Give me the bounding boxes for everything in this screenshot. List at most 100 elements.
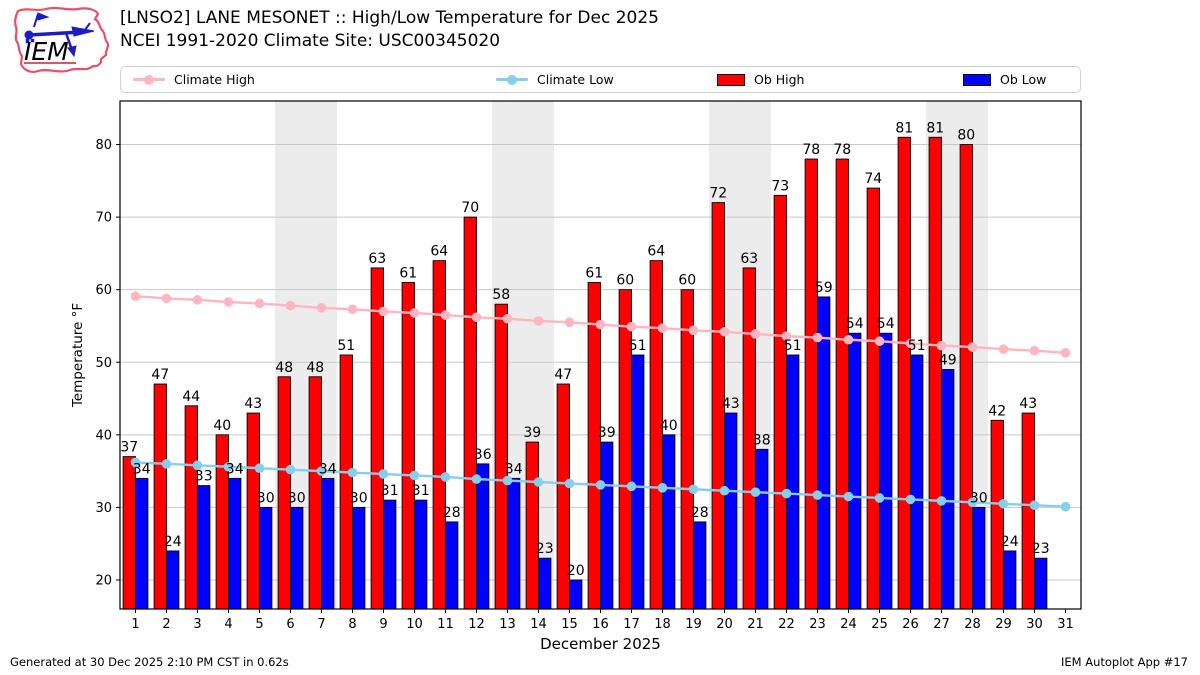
ob-low-bar — [290, 506, 304, 610]
y-tick-label: 20 — [95, 573, 112, 588]
x-tick-label: 23 — [809, 617, 826, 632]
ob-high-bar — [897, 136, 911, 610]
x-tick-label: 16 — [592, 617, 609, 632]
ob-high-bar — [463, 216, 477, 610]
ob-low-bar — [445, 521, 459, 610]
climate-high-marker — [254, 298, 265, 309]
climate-low-line-swatch — [496, 74, 528, 85]
y-tick-label: 50 — [95, 356, 112, 371]
ob-low-bar — [259, 506, 273, 610]
ob-low-value-label: 34 — [319, 461, 337, 477]
chart-subtitle: NCEI 1991-2020 Climate Site: USC00345020 — [120, 31, 501, 51]
ob-low-bar — [1003, 550, 1017, 610]
app-credit: IEM Autoplot App #17 — [1060, 655, 1188, 669]
ob-high-bar — [804, 158, 818, 610]
climate-high-marker — [192, 295, 203, 305]
climate-low-marker — [161, 459, 172, 469]
ob-low-bar — [507, 477, 521, 610]
x-tick-label: 12 — [468, 617, 485, 632]
ob-high-value-label: 73 — [771, 178, 789, 194]
x-tick-label: 7 — [317, 617, 325, 632]
climate-low-marker — [564, 478, 575, 489]
climate-low-marker — [595, 480, 606, 490]
ob-low-bar — [228, 477, 242, 610]
ob-high-bar — [339, 354, 353, 610]
x-tick-label: 1 — [131, 617, 139, 632]
ob-low-bar — [383, 499, 397, 610]
climate-low-marker — [657, 483, 668, 493]
ob-low-bar — [352, 506, 366, 610]
climate-high-line-swatch — [133, 74, 165, 85]
climate-high-marker — [471, 312, 482, 323]
ob-low-value-label: 51 — [784, 338, 802, 354]
climate-high-marker — [533, 316, 544, 326]
climate-high-marker — [967, 342, 978, 352]
y-tick-label: 40 — [95, 428, 112, 443]
legend-label-climate-low: Climate Low — [537, 72, 614, 87]
y-tick-label: 80 — [95, 138, 112, 153]
climate-high-marker — [161, 293, 172, 304]
legend-label-climate-high: Climate High — [174, 72, 255, 87]
x-tick-label: 25 — [871, 617, 888, 632]
climate-low-marker — [223, 461, 234, 472]
x-tick-label: 3 — [193, 617, 201, 632]
ob-high-value-label: 48 — [306, 360, 324, 376]
climate-low-marker — [254, 463, 265, 474]
x-tick-label: 15 — [561, 617, 578, 632]
chart-legend: Climate High Climate Low Ob High Ob Low — [120, 66, 1081, 93]
ob-low-bar — [755, 448, 769, 610]
climate-high-marker — [223, 297, 234, 307]
climate-high-marker — [502, 313, 513, 324]
x-tick-label: 20 — [716, 617, 733, 632]
climate-high-marker — [936, 340, 947, 351]
ob-low-value-label: 40 — [660, 418, 678, 434]
ob-high-bar — [401, 281, 415, 610]
ob-high-bar — [184, 405, 198, 610]
ob-high-value-label: 43 — [1019, 396, 1037, 412]
ob-low-value-label: 31 — [412, 483, 430, 499]
ob-high-value-label: 78 — [833, 142, 851, 158]
climate-low-marker — [688, 484, 699, 495]
x-tick-label: 24 — [840, 617, 857, 632]
ob-low-bar — [879, 332, 893, 610]
iem-logo: IEM — [8, 3, 112, 79]
generated-timestamp: Generated at 30 Dec 2025 2:10 PM CST in … — [10, 655, 289, 669]
climate-low-marker — [378, 469, 389, 479]
ob-high-value-label: 60 — [616, 273, 634, 289]
climate-low-marker — [502, 475, 513, 486]
ob-high-value-label: 80 — [957, 128, 975, 144]
ob-high-value-label: 40 — [213, 418, 231, 434]
climate-low-marker — [533, 477, 544, 487]
legend-item-ob-high: Ob High — [717, 67, 804, 92]
ob-low-value-label: 23 — [1032, 541, 1050, 557]
ob-high-value-label: 61 — [585, 265, 603, 281]
ob-high-value-label: 47 — [554, 367, 572, 383]
climate-low-marker-dot — [507, 74, 517, 85]
ob-high-value-label: 60 — [678, 273, 696, 289]
climate-low-marker — [781, 488, 792, 499]
x-tick-label: 5 — [255, 617, 263, 632]
ob-low-value-label: 24 — [164, 534, 182, 550]
x-tick-label: 22 — [778, 617, 795, 632]
climate-high-marker — [595, 319, 606, 330]
ob-low-value-label: 30 — [350, 490, 368, 506]
x-tick-label: 13 — [499, 617, 516, 632]
climate-high-marker — [564, 317, 575, 328]
ob-high-bar — [1021, 412, 1035, 610]
ob-high-value-label: 51 — [337, 338, 355, 354]
climate-low-marker — [440, 472, 451, 482]
ob-low-value-label: 34 — [505, 461, 523, 477]
x-tick-label: 2 — [162, 617, 170, 632]
climate-high-marker — [657, 323, 668, 333]
ob-high-bar — [370, 267, 384, 610]
ob-low-bar — [569, 579, 583, 610]
climate-low-marker — [1060, 501, 1071, 512]
climate-high-marker — [843, 334, 854, 345]
ob-high-bar — [680, 289, 694, 610]
ob-high-value-label: 39 — [523, 425, 541, 441]
climate-high-marker — [688, 325, 699, 336]
ob-low-value-label: 54 — [846, 316, 864, 332]
climate-high-marker — [130, 291, 141, 302]
ob-high-bar — [153, 383, 167, 610]
ob-low-bar — [662, 434, 676, 610]
